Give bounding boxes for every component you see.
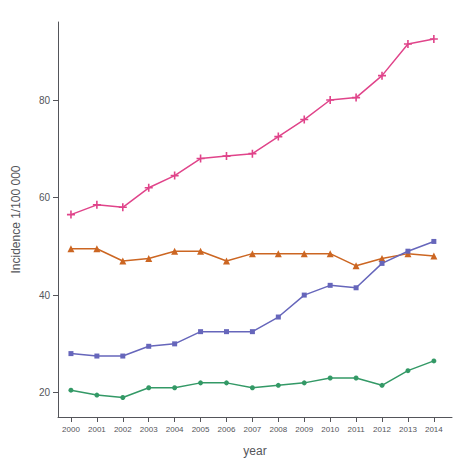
svg-text:2005: 2005 bbox=[192, 425, 210, 434]
svg-text:2000: 2000 bbox=[62, 425, 80, 434]
svg-text:year: year bbox=[243, 444, 266, 458]
svg-text:2010: 2010 bbox=[321, 425, 339, 434]
svg-text:80: 80 bbox=[39, 95, 51, 106]
svg-text:2001: 2001 bbox=[88, 425, 106, 434]
svg-text:2008: 2008 bbox=[269, 425, 287, 434]
svg-text:Incidence 1/100 000: Incidence 1/100 000 bbox=[9, 165, 23, 273]
svg-text:2012: 2012 bbox=[373, 425, 391, 434]
svg-text:2007: 2007 bbox=[244, 425, 262, 434]
svg-text:2014: 2014 bbox=[425, 425, 443, 434]
svg-text:2013: 2013 bbox=[399, 425, 417, 434]
svg-text:2009: 2009 bbox=[295, 425, 313, 434]
svg-text:2004: 2004 bbox=[166, 425, 184, 434]
svg-text:20: 20 bbox=[39, 387, 51, 398]
svg-text:2003: 2003 bbox=[140, 425, 158, 434]
svg-text:40: 40 bbox=[39, 290, 51, 301]
svg-text:2011: 2011 bbox=[347, 425, 365, 434]
svg-text:2002: 2002 bbox=[114, 425, 132, 434]
svg-text:2006: 2006 bbox=[218, 425, 236, 434]
svg-text:60: 60 bbox=[39, 192, 51, 203]
